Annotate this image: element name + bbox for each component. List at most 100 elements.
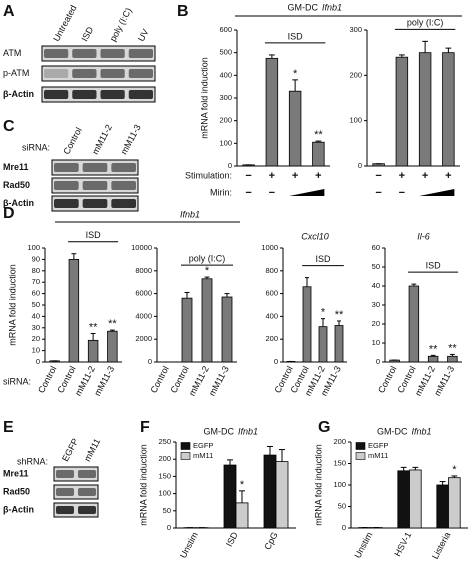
y-tick-label: 50 [372, 262, 380, 271]
y-tick-label: 0 [274, 357, 278, 366]
chart-gene: Il-6 [417, 231, 430, 241]
lane-name: mM11-3 [119, 123, 143, 156]
y-tick-label: 0 [167, 523, 171, 532]
panel-letter: G [318, 419, 330, 436]
band [72, 90, 97, 99]
lane-name: poly (I:C) [108, 6, 134, 43]
row-label: Stimulation: [185, 170, 232, 180]
row-label: β-Actin [3, 89, 34, 99]
band [44, 90, 69, 99]
error-bar [451, 475, 458, 478]
lane-name: Control [61, 126, 83, 156]
y-tick-label: 0 [342, 523, 346, 532]
bar [334, 325, 344, 363]
legend-swatch [180, 452, 191, 460]
error-bar [71, 253, 77, 260]
error-bar [227, 459, 233, 466]
bar [87, 339, 99, 363]
y-tick-label: 50 [163, 506, 171, 515]
band [78, 506, 96, 514]
band [78, 488, 96, 496]
bar [302, 286, 312, 363]
stimulation-symbol: + [422, 170, 428, 182]
y-tick-label: 8000 [135, 266, 152, 275]
bar [221, 296, 233, 363]
band [56, 506, 74, 514]
y-tick-label: 50 [32, 300, 40, 309]
row-label: β-Actin [3, 504, 34, 514]
band [111, 199, 136, 208]
row-label: β-Actin [3, 198, 34, 208]
y-axis-label: mRNA fold induction [199, 57, 209, 139]
chart-gene: Ifnb1 [412, 426, 432, 436]
bar [418, 52, 432, 167]
error-bar [412, 466, 419, 470]
lane-name: mM11-2 [90, 123, 114, 156]
lane-name: EGFP [60, 437, 80, 463]
subtitle: ISD [426, 260, 442, 270]
y-tick-label: 100 [333, 480, 346, 489]
band [56, 488, 74, 496]
y-tick-label: 10 [372, 338, 380, 347]
x-tick-label: Unstim [178, 530, 200, 559]
row-label: ATM [3, 48, 21, 58]
legend-swatch [180, 442, 191, 450]
row-label: Rad50 [3, 180, 30, 190]
y-tick-label: 100 [219, 138, 232, 147]
bar [201, 278, 213, 363]
error-bar [268, 54, 275, 59]
row-label: Mre11 [3, 162, 29, 172]
significance: ** [89, 321, 98, 333]
chart-title: GM-DC [204, 426, 235, 436]
error-bar [398, 54, 405, 58]
y-axis-label: mRNA fold induction [313, 444, 323, 526]
y-tick-label: 200 [265, 334, 278, 343]
y-tick-label: 80 [32, 266, 40, 275]
error-bar [315, 140, 322, 143]
error-bar [439, 481, 446, 485]
stimulation-symbol: − [375, 170, 381, 182]
bar [181, 297, 193, 363]
legend-label: mM11 [368, 451, 388, 460]
y-tick-label: 200 [158, 454, 171, 463]
error-bar [422, 40, 429, 53]
y-tick-label: 0 [228, 161, 232, 170]
y-tick-label: 1000 [261, 243, 278, 252]
error-bar [445, 47, 452, 53]
error-bar [204, 276, 210, 279]
y-tick-label: 150 [158, 471, 171, 480]
y-tick-label: 60 [372, 243, 380, 252]
error-bar [449, 353, 455, 357]
bar [275, 461, 289, 529]
row-label: Mirin: [210, 187, 232, 197]
mirin-symbol: − [399, 187, 405, 199]
y-tick-label: 300 [349, 25, 362, 34]
panel-gene: Ifnb1 [322, 2, 342, 12]
y-tick-label: 250 [158, 437, 171, 446]
stimulation-symbol: − [245, 170, 251, 182]
error-bar [400, 466, 407, 471]
y-tick-label: 100 [27, 243, 40, 252]
band [72, 49, 97, 58]
significance: ** [448, 342, 457, 354]
y-tick-label: 600 [265, 289, 278, 298]
panel-title: GM-DC [288, 2, 319, 12]
legend-swatch [355, 452, 366, 460]
y-tick-label: 500 [219, 48, 232, 57]
band [100, 49, 125, 58]
band [44, 49, 69, 58]
band [54, 199, 79, 208]
lane-name: ISD [79, 25, 95, 43]
y-tick-label: 30 [32, 323, 40, 332]
y-tick-label: 50 [338, 501, 346, 510]
y-tick-label: 100 [349, 116, 362, 125]
y-tick-label: 0 [358, 161, 362, 170]
bar [318, 326, 328, 363]
x-tick-label: CpG [262, 530, 280, 551]
error-bar [90, 333, 96, 341]
band [128, 49, 153, 58]
significance: * [293, 68, 298, 80]
error-bar [184, 291, 190, 299]
significance: * [240, 479, 245, 491]
